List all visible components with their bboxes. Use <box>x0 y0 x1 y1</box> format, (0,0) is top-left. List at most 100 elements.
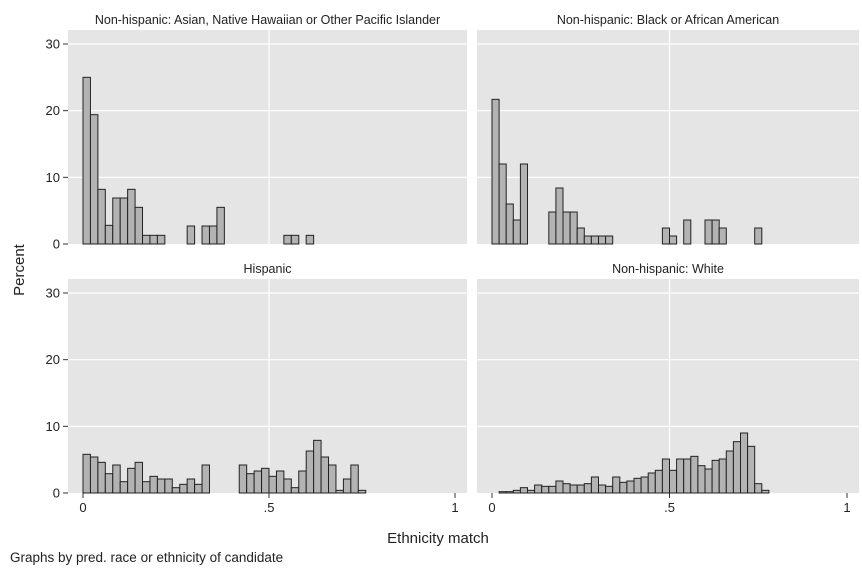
bar-4-19 <box>619 481 628 494</box>
bar-2-4 <box>512 219 521 245</box>
bar-4-6 <box>527 489 536 494</box>
y-tick-label-3-2: 20 <box>46 352 60 367</box>
bar-4-3 <box>505 491 514 494</box>
bar-1-7 <box>127 188 136 245</box>
bar-2-17 <box>683 219 692 245</box>
bar-2-3 <box>505 203 514 245</box>
bar-4-25 <box>661 458 671 494</box>
panel-2: Non-hispanic: Black or African American <box>477 13 859 245</box>
bar-4-16 <box>598 484 607 494</box>
bar-3-35 <box>350 464 359 494</box>
bar-2-21 <box>754 227 763 245</box>
y-tick-label-1-0: 0 <box>53 237 60 252</box>
bar-3-3 <box>97 461 106 494</box>
bar-4-35 <box>732 441 742 494</box>
bar-1-12 <box>186 225 196 245</box>
bar-3-12 <box>164 478 173 494</box>
bar-4-15 <box>590 476 600 494</box>
bar-3-14 <box>179 483 188 494</box>
x-axis-label: Ethnicity match <box>387 530 489 547</box>
bar-2-9 <box>569 211 578 245</box>
bar-3-22 <box>253 470 263 494</box>
bar-1-2 <box>89 114 99 245</box>
y-tick-label-3-0: 0 <box>53 486 60 501</box>
bar-4-37 <box>747 445 756 494</box>
bar-3-26 <box>283 478 292 494</box>
bar-3-17 <box>201 464 210 494</box>
bar-3-13 <box>171 487 181 494</box>
bar-4-18 <box>612 476 621 494</box>
bar-2-7 <box>555 187 564 245</box>
bar-4-38 <box>754 483 763 494</box>
bar-3-32 <box>328 464 337 494</box>
bar-4-29 <box>690 455 699 494</box>
bar-4-8 <box>541 485 550 494</box>
x-tick-label-3-2: 1 <box>451 500 458 515</box>
bar-2-20 <box>718 227 727 245</box>
bar-3-30 <box>313 439 322 494</box>
bar-4-13 <box>576 484 585 494</box>
bar-1-11 <box>156 234 166 245</box>
bar-1-5 <box>112 197 121 245</box>
bar-3-16 <box>194 483 203 494</box>
bar-3-20 <box>238 464 248 494</box>
panel-1: Non-hispanic: Asian, Native Hawaiian or … <box>46 13 467 252</box>
bar-2-15 <box>661 227 671 245</box>
bar-4-23 <box>647 472 656 494</box>
bar-1-3 <box>97 188 106 245</box>
bar-3-28 <box>298 470 307 494</box>
bar-2-18 <box>704 219 713 245</box>
bar-4-24 <box>654 469 663 494</box>
x-tick-label-3-1: .5 <box>264 500 275 515</box>
plot-area-3 <box>68 279 467 493</box>
bar-4-31 <box>704 468 713 494</box>
bar-2-19 <box>711 219 720 245</box>
bar-4-28 <box>683 458 692 494</box>
bar-3-25 <box>275 470 285 494</box>
bar-3-2 <box>89 456 99 494</box>
bar-3-5 <box>112 464 121 494</box>
panel-title-4: Non-hispanic: White <box>612 262 724 276</box>
bar-4-5 <box>519 487 529 494</box>
bar-4-7 <box>534 484 543 494</box>
bar-3-24 <box>268 475 277 494</box>
bar-4-17 <box>605 485 614 494</box>
bar-4-26 <box>669 469 678 494</box>
bar-1-4 <box>104 224 114 245</box>
graph-note: Graphs by pred. race or ethnicity of can… <box>10 550 283 565</box>
y-tick-label-1-1: 10 <box>46 170 60 185</box>
bar-3-8 <box>134 461 144 494</box>
bar-4-33 <box>718 458 727 494</box>
bar-1-9 <box>142 234 151 245</box>
panel-title-3: Hispanic <box>244 262 292 276</box>
bar-1-14 <box>208 225 218 245</box>
bar-2-8 <box>562 211 571 245</box>
x-tick-label-4-1: .5 <box>664 500 675 515</box>
bar-2-6 <box>548 211 557 245</box>
plot-area-4 <box>477 279 859 493</box>
bar-4-27 <box>676 458 685 494</box>
bar-4-11 <box>562 483 571 494</box>
x-tick-label-4-2: 1 <box>843 500 850 515</box>
bar-3-33 <box>335 489 344 494</box>
bar-4-10 <box>555 480 564 494</box>
bar-3-31 <box>320 456 330 494</box>
bar-3-1 <box>82 453 91 494</box>
bar-4-14 <box>583 483 592 494</box>
bar-1-16 <box>283 234 292 245</box>
bar-4-9 <box>548 485 557 494</box>
panel-title-2: Non-hispanic: Black or African American <box>557 13 779 27</box>
bar-2-5 <box>519 163 529 245</box>
bar-4-4 <box>512 489 521 494</box>
bar-3-23 <box>261 467 270 494</box>
bar-3-11 <box>156 478 166 494</box>
bar-3-27 <box>290 487 300 494</box>
bar-2-1 <box>491 98 500 245</box>
bar-2-2 <box>498 163 507 245</box>
bar-4-39 <box>761 489 770 494</box>
x-tick-label-4-0: 0 <box>488 500 495 515</box>
bar-3-21 <box>246 473 255 494</box>
bar-4-36 <box>740 432 749 494</box>
bar-2-16 <box>669 235 678 245</box>
bar-4-30 <box>697 465 706 494</box>
